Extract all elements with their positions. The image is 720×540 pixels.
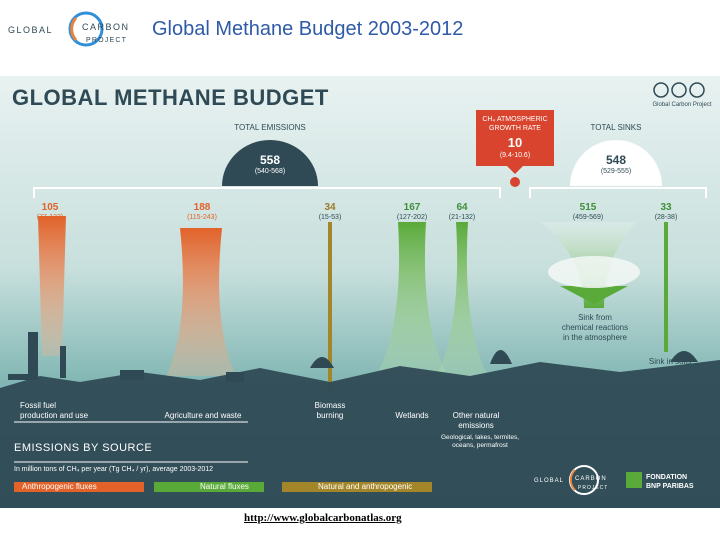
total-emissions-label: TOTAL EMISSIONS — [234, 123, 306, 132]
sink-value-atmosphere: 515 — [579, 202, 597, 213]
source-label-other-3: Geological, lakes, termites, — [440, 434, 520, 441]
other-natural-column — [436, 222, 488, 376]
source-range-fossil: (77-133) — [36, 214, 64, 221]
source-label-agriculture: Agriculture and waste — [164, 411, 242, 420]
growth-rate-value: 10 — [507, 135, 523, 150]
legend-heading: EMISSIONS BY SOURCE — [14, 442, 153, 454]
source-value-agriculture: 188 — [193, 202, 211, 213]
sink-range-soils: (28-38) — [654, 214, 678, 221]
total-emissions-value: 558 — [259, 153, 281, 167]
source-label-other-1: Other natural — [452, 411, 500, 420]
source-range-agriculture: (115-243) — [187, 214, 217, 221]
sink-label-atmosphere-3: in the atmosphere — [562, 333, 628, 342]
infographic-title: GLOBAL METHANE BUDGET — [12, 85, 329, 110]
sink-label-atmosphere-1: Sink from — [578, 313, 612, 322]
cc-label: Global Carbon Project — [652, 102, 712, 108]
source-label-other-4: oceans, permafrost — [452, 442, 508, 449]
legend-swatch-mixed — [282, 482, 432, 492]
growth-rate-range: (9.4-10.6) — [499, 152, 531, 159]
source-label-biomass-1: Biomass — [314, 401, 346, 410]
logo-word-global: GLOBAL — [8, 25, 53, 35]
legend-subheading: In million tons of CH₄ per year (Tg CH₄ … — [14, 466, 214, 473]
source-value-fossil: 105 — [41, 202, 59, 213]
bnp-logo-mark — [626, 472, 642, 488]
fossil-fuel-column — [38, 216, 66, 356]
legend-label-anthropogenic: Anthropogenic fluxes — [22, 482, 97, 491]
total-sinks-label: TOTAL SINKS — [590, 123, 642, 132]
source-label-fossil-2: production and use — [20, 411, 89, 420]
bnp-line-2: BNP PARIBAS — [646, 483, 694, 490]
wetlands-column — [376, 222, 448, 376]
bnp-line-1: FONDATION — [646, 474, 688, 481]
attribution-icon — [671, 82, 687, 98]
total-sinks-range: (529-555) — [600, 168, 632, 175]
footer-logo-word-carbon: CARBON — [575, 476, 607, 482]
sink-range-atmosphere: (459-569) — [572, 214, 604, 221]
methane-budget-infographic: GLOBAL METHANE BUDGET Global Carbon Proj… — [0, 76, 720, 508]
sink-label-soils: Sink in soils — [648, 357, 692, 366]
slide-header: GLOBAL CARBON PROJECT Global Methane Bud… — [0, 0, 720, 72]
legend-swatch-natural — [154, 482, 264, 492]
logo-word-carbon: CARBON — [82, 22, 130, 32]
source-label-fossil-1: Fossil fuel — [20, 401, 57, 410]
legend-label-natural: Natural fluxes — [200, 482, 249, 491]
source-value-biomass: 34 — [324, 202, 336, 213]
slide-title: Global Methane Budget 2003-2012 — [152, 18, 464, 40]
sink-label-atmosphere-2: chemical reactions — [561, 323, 629, 332]
total-sinks-dome — [570, 140, 662, 186]
growth-rate-label-1: CH₄ ATMOSPHERIC — [482, 116, 548, 123]
footer-logo-word-global: GLOBAL — [534, 478, 565, 484]
source-label-biomass-2: burning — [316, 411, 344, 420]
source-label-wetlands: Wetlands — [395, 411, 429, 420]
infographic-artwork — [0, 76, 720, 508]
source-value-other-natural: 64 — [456, 202, 468, 213]
growth-rate-label-2: GROWTH RATE — [489, 125, 541, 132]
source-range-biomass: (15-53) — [318, 214, 342, 221]
total-emissions-dome — [222, 140, 318, 186]
logo-word-project: PROJECT — [86, 37, 127, 44]
source-range-wetlands: (127-202) — [396, 214, 428, 221]
growth-rate-box — [476, 110, 554, 166]
soil-sink-column — [664, 222, 668, 352]
source-label-other-2: emissions — [458, 421, 494, 430]
legend-label-mixed: Natural and anthropogenic — [318, 482, 413, 491]
agriculture-column — [166, 228, 236, 376]
source-range-other-natural: (21-132) — [448, 214, 476, 221]
legend-swatch-anthropogenic — [14, 482, 144, 492]
source-value-wetlands: 167 — [403, 202, 421, 213]
footer-logo-word-project: PROJECT — [578, 485, 609, 491]
globalcarbonatlas-link[interactable]: http://www.globalcarbonatlas.org — [244, 512, 402, 524]
sink-value-soils: 33 — [660, 202, 672, 213]
total-sinks-value: 548 — [605, 153, 627, 167]
total-emissions-range: (540-568) — [254, 168, 286, 175]
biomass-column — [328, 222, 332, 392]
share-alike-icon — [689, 82, 705, 98]
cc-icon — [653, 82, 669, 98]
global-carbon-project-logo: GLOBAL CARBON PROJECT — [8, 11, 130, 47]
